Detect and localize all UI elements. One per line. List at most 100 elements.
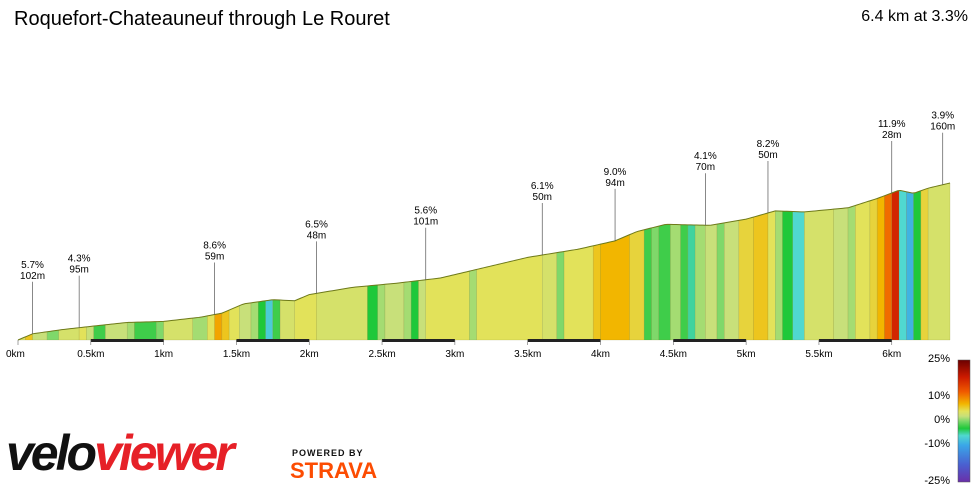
grade-segment xyxy=(738,216,754,341)
annotation-distance: 28m xyxy=(882,130,901,141)
profile-outline xyxy=(17,182,951,341)
annotation-distance: 102m xyxy=(20,271,45,282)
grade-segment xyxy=(418,279,426,341)
grade-segment xyxy=(716,222,725,341)
grade-segment xyxy=(898,189,907,341)
grade-segment xyxy=(425,270,470,341)
grade-segment xyxy=(891,189,900,341)
x-tick-label: 5km xyxy=(737,349,756,360)
grade-segment xyxy=(651,225,659,341)
grade-segment xyxy=(724,220,740,341)
grade-segment xyxy=(265,299,274,341)
x-tick-label: 4.5km xyxy=(660,349,687,360)
logo-velo: velo xyxy=(6,425,97,481)
grade-segment xyxy=(86,325,94,341)
grade-segment xyxy=(367,284,378,341)
grade-segment xyxy=(643,227,652,341)
grade-segment xyxy=(239,302,252,341)
grade-segment xyxy=(469,269,477,341)
grade-segment xyxy=(927,182,951,341)
annotation-distance: 94m xyxy=(605,178,624,189)
grade-segment xyxy=(705,223,718,341)
grade-segment xyxy=(658,224,671,341)
grade-segment xyxy=(592,243,601,341)
grade-segment xyxy=(384,282,405,341)
grade-segment xyxy=(920,187,929,341)
x-tick-label: 1km xyxy=(154,349,173,360)
grade-segment xyxy=(876,195,885,341)
annotation-distance: 70m xyxy=(696,162,715,173)
grade-segment xyxy=(670,224,681,341)
legend-label: 25% xyxy=(927,353,950,365)
grade-segment xyxy=(250,301,259,341)
grade-segment xyxy=(855,200,871,341)
segment-summary: 6.4 km at 3.3% xyxy=(861,8,968,25)
annotation-distance: 59m xyxy=(205,252,224,263)
km-bar xyxy=(382,339,455,342)
grade-segment xyxy=(680,224,689,341)
grade-segment xyxy=(279,299,295,341)
km-bars xyxy=(90,339,892,342)
annotation-grade: 8.6% xyxy=(203,241,226,252)
annotation-grade: 8.2% xyxy=(757,139,780,150)
chart-title: Roquefort-Chateauneuf through Le Rouret xyxy=(14,8,390,30)
km-bar xyxy=(673,339,747,342)
km-bar xyxy=(527,339,601,342)
grade-segment xyxy=(294,293,317,341)
grade-segment xyxy=(192,315,208,341)
x-tick-label: 3km xyxy=(445,349,464,360)
km-bar xyxy=(236,339,310,342)
x-tick-label: 5.5km xyxy=(805,349,832,360)
annotation-distance: 101m xyxy=(413,217,438,228)
x-tick-label: 4km xyxy=(591,349,610,360)
annotation-grade: 4.3% xyxy=(68,254,91,265)
annotation-distance: 160m xyxy=(930,122,955,133)
annotation-grade: 5.7% xyxy=(21,260,44,271)
annotation-grade: 3.9% xyxy=(931,111,954,122)
veloviewer-logo: veloviewer xyxy=(6,425,235,481)
grade-segment xyxy=(105,322,128,341)
x-tick-label: 0km xyxy=(6,349,25,360)
grade-segment xyxy=(207,314,215,341)
grade-segment xyxy=(869,198,878,341)
legend-label: -10% xyxy=(924,438,950,451)
grade-segment xyxy=(792,211,805,341)
climb-annotations: 5.7%102m 4.3%95m 8.6%59m 6.5%48m 5.6%101m 6.1… xyxy=(20,111,955,334)
grade-segment xyxy=(403,281,412,341)
annotation-distance: 95m xyxy=(69,265,88,276)
grade-segment xyxy=(377,284,386,341)
x-axis-ticks: 0km 0.5km 1km 1.5km 2km 2.5km 3km 3.5km 4km 4.5km… xyxy=(6,340,901,360)
logo-viewer: viewer xyxy=(94,425,235,481)
grade-segment xyxy=(228,305,240,341)
x-tick-label: 0.5km xyxy=(77,349,104,360)
grade-segment xyxy=(563,245,594,341)
grade-segment xyxy=(134,321,157,341)
grade-segment xyxy=(93,324,106,341)
grade-segment xyxy=(410,280,419,341)
km-bar xyxy=(90,339,164,342)
grade-segment xyxy=(316,285,368,341)
grade-segment xyxy=(556,251,565,341)
annotation-grade: 6.1% xyxy=(531,181,554,192)
x-tick-label: 1.5km xyxy=(223,349,250,360)
annotation-grade: 11.9% xyxy=(878,119,906,130)
grade-segment xyxy=(804,208,834,341)
grade-segment xyxy=(272,299,281,341)
legend-label: 10% xyxy=(927,389,950,402)
annotation-grade: 6.5% xyxy=(305,219,328,230)
annotation-grade: 9.0% xyxy=(604,167,627,178)
powered-by-label: POWERED BY xyxy=(292,448,364,458)
grade-segment xyxy=(629,229,645,341)
annotation-distance: 50m xyxy=(533,192,552,203)
grade-segment xyxy=(906,191,914,341)
grade-segment xyxy=(78,326,87,341)
x-tick-label: 6km xyxy=(882,349,901,360)
grade-segment xyxy=(542,252,558,341)
grade-segment xyxy=(476,254,543,341)
grade-segment xyxy=(600,234,630,341)
grade-segment xyxy=(258,300,266,341)
grade-segments xyxy=(17,182,951,341)
grade-segment xyxy=(694,224,706,341)
grade-segment xyxy=(847,205,856,341)
legend-label: -25% xyxy=(924,475,950,487)
